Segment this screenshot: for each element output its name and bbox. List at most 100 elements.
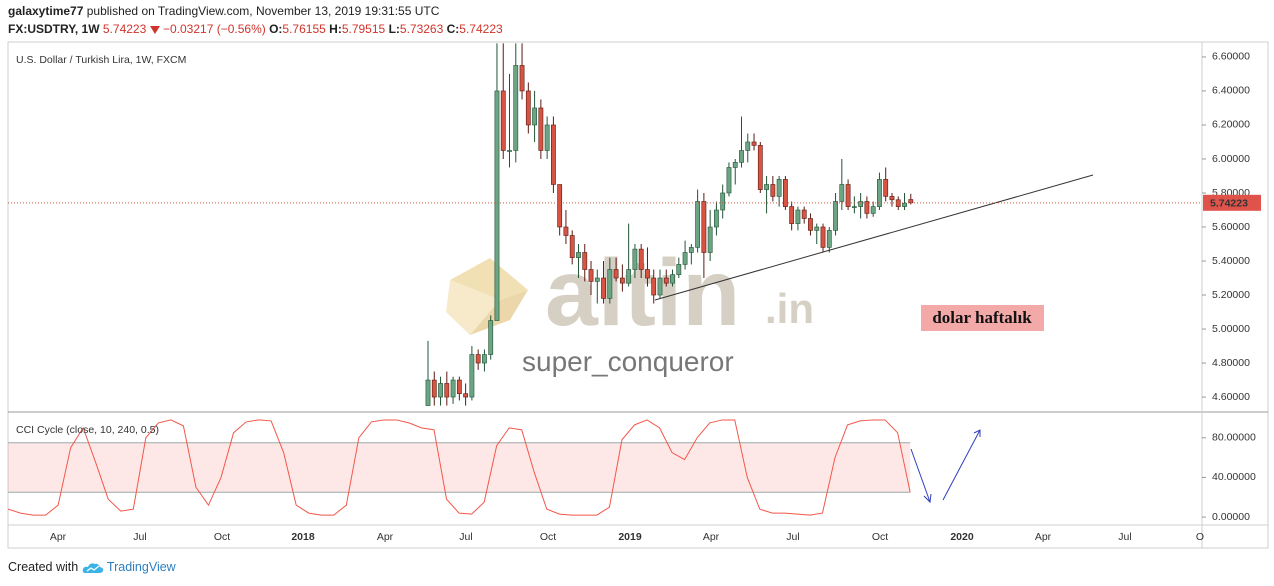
ohlc-value: 5.73263 (399, 22, 444, 36)
candle-body (714, 209, 719, 228)
candle-body (544, 124, 550, 151)
y-tick-label: 6.60000 (1212, 51, 1250, 63)
x-tick-label: 2020 (950, 531, 974, 543)
candle-body (513, 65, 519, 151)
candle-body (619, 277, 625, 284)
arrows (910, 429, 981, 504)
candle-body (638, 248, 644, 270)
candle-body (519, 65, 525, 92)
candle-body (688, 247, 694, 253)
candle-body (482, 354, 487, 364)
candle-body (463, 393, 469, 398)
tv-logo (82, 563, 103, 574)
ohlc-label: C: (446, 22, 460, 36)
candle-body (826, 230, 832, 248)
candle-body (450, 379, 456, 398)
candle-body (808, 218, 813, 231)
candle-body (795, 209, 801, 224)
candle-body (720, 192, 726, 211)
watermark-user: super_conqueror (522, 346, 734, 377)
footer: Created with TradingView (8, 560, 176, 574)
annotation: dolar haftalık (932, 308, 1032, 327)
down-arrow (149, 26, 160, 35)
candle-body (757, 145, 763, 190)
y-tick-label: 6.20000 (1212, 119, 1250, 131)
candle-body (626, 269, 632, 284)
candle-body (550, 124, 556, 185)
x-tick-label: Oct (872, 531, 888, 543)
candle-body (431, 379, 437, 398)
ohlc-label: L: (388, 22, 400, 36)
candle-body (739, 150, 744, 163)
candle-body (676, 264, 682, 275)
ohlc-label: O: (269, 22, 283, 36)
candle-body (701, 201, 707, 253)
candle-body (494, 90, 500, 321)
candle-body (814, 226, 820, 231)
candle-body (632, 248, 638, 270)
candle-body (525, 90, 531, 126)
last-price-label: 5.74223 (1210, 198, 1248, 210)
last-price: 5.74223 (102, 22, 147, 36)
published: published on TradingView.com, November 1… (86, 4, 440, 18)
x-tick-label: Apr (703, 531, 720, 543)
symbol-line: FX:USDTRY, 1W 5.74223 −0.03217 (−0.56%) … (8, 22, 503, 36)
candle-body (682, 252, 688, 265)
candle-body (770, 184, 776, 197)
candle-body (651, 277, 657, 296)
x-tick-label: 2018 (291, 531, 315, 543)
x-tick-label: O (1196, 531, 1204, 543)
x-tick-label: Jul (1118, 531, 1131, 543)
cci-pane (8, 419, 911, 516)
y-tick-label: 6.00000 (1212, 153, 1250, 165)
candle-body (569, 235, 575, 258)
candle-body (789, 206, 795, 224)
candle-body (588, 269, 594, 282)
candle-body (645, 269, 650, 279)
candle-body (576, 252, 581, 258)
candle-body (864, 201, 870, 214)
author: galaxytime77 (8, 4, 84, 18)
ohlc-label: H: (329, 22, 342, 36)
y-tick-label: 5.00000 (1212, 323, 1250, 335)
series-legend: U.S. Dollar / Turkish Lira, 1W, FXCM (16, 54, 186, 66)
candle-body (469, 354, 475, 398)
y-tick-label: 5.40000 (1212, 255, 1250, 267)
candle-body (732, 162, 738, 168)
candle-body (657, 277, 663, 296)
x-tick-label: 2019 (618, 531, 642, 543)
y-tick-label: 5.20000 (1212, 289, 1250, 301)
candle-body (663, 277, 669, 284)
candle-body (782, 179, 788, 207)
candle-body (670, 274, 675, 284)
candle-body (456, 379, 462, 394)
ohlc-value: 5.79515 (341, 22, 386, 36)
price-pane (425, 43, 914, 406)
cci-line (8, 419, 911, 516)
candle-body (507, 150, 512, 152)
candle-body (902, 202, 907, 207)
y-tick-label: 6.40000 (1212, 85, 1250, 97)
candle-body (751, 141, 757, 146)
candle-body (839, 184, 845, 202)
footer-text: Created with (8, 560, 79, 574)
candle-body (745, 141, 751, 151)
last-price-box (1203, 194, 1261, 211)
trend-line (654, 174, 1094, 301)
candle-body (908, 199, 914, 204)
candle-body (707, 226, 713, 253)
y-tick-label: 4.60000 (1212, 391, 1250, 403)
candle-body (820, 226, 826, 248)
y-tick-label: 5.60000 (1212, 221, 1250, 233)
candle-body (601, 277, 606, 299)
x-tick-label: Oct (214, 531, 230, 543)
candle-body (613, 269, 619, 279)
candle-body (500, 90, 506, 151)
y-tick-label: 80.00000 (1212, 432, 1256, 444)
x-tick-label: Jul (459, 531, 472, 543)
candle-body (858, 201, 864, 207)
footer-brand: TradingView (106, 560, 176, 574)
x-tick-label: Oct (540, 531, 556, 543)
